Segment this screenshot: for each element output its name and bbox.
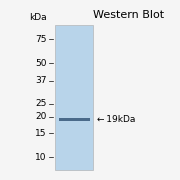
- Text: 37: 37: [35, 76, 46, 85]
- Bar: [59, 118, 90, 121]
- Text: 15: 15: [35, 129, 46, 138]
- Bar: [55, 25, 93, 170]
- Text: ← 19kDa: ← 19kDa: [97, 115, 135, 124]
- Text: kDa: kDa: [29, 13, 46, 22]
- Text: Western Blot: Western Blot: [93, 10, 164, 20]
- Text: 25: 25: [35, 99, 46, 108]
- Text: 75: 75: [35, 35, 46, 44]
- Text: 50: 50: [35, 58, 46, 68]
- Text: 20: 20: [35, 112, 46, 121]
- Text: 10: 10: [35, 153, 46, 162]
